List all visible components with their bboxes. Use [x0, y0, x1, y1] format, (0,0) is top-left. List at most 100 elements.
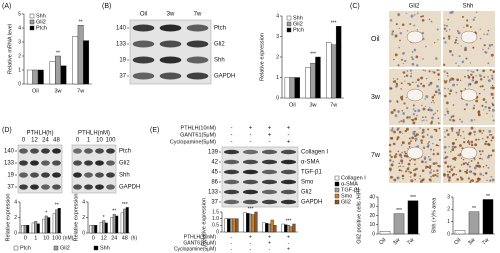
- ihc-stain: [425, 165, 428, 168]
- ihc-stain: [486, 136, 489, 139]
- blot-band: [132, 24, 155, 32]
- bar: [120, 212, 124, 234]
- ihc-stain: [481, 132, 483, 134]
- bar: [273, 225, 277, 233]
- ihc-stain: [392, 142, 396, 146]
- bar: [102, 220, 106, 234]
- blot-band: [261, 179, 278, 185]
- ihc-stain: [491, 84, 494, 87]
- blot-band: [261, 189, 278, 195]
- ihc-stain: [392, 81, 395, 83]
- bar: [224, 218, 228, 233]
- ihc-stain: [469, 62, 472, 64]
- ihc-stain: [466, 169, 469, 172]
- protein-label: α-SMA: [301, 160, 319, 166]
- bar: [89, 225, 93, 234]
- ihc-stain: [417, 109, 421, 113]
- protein-label: Ptch: [119, 149, 131, 155]
- ihc-stain: [487, 143, 490, 146]
- ihc-stain: [469, 180, 472, 183]
- ihc-stain: [459, 134, 462, 137]
- kda-label: 133: [208, 190, 219, 196]
- ihc-stain: [474, 16, 476, 19]
- blot-band: [186, 40, 209, 48]
- protein-label: Gli2: [119, 161, 130, 167]
- ihc-stain: [471, 179, 474, 182]
- kda-label: 139: [208, 150, 219, 156]
- ihc-stain: [408, 145, 411, 148]
- ihc-stain: [472, 76, 474, 79]
- treatment-sign: -: [231, 246, 233, 252]
- ihc-stain: [475, 181, 477, 183]
- lane-label: 7w: [194, 12, 202, 18]
- lane-label: Oil: [140, 12, 147, 18]
- ihc-stain: [409, 69, 413, 72]
- ihc-stain: [452, 142, 455, 145]
- ihc-stain: [390, 155, 393, 159]
- ihc-stain: [421, 178, 425, 182]
- legend-swatch: [53, 245, 59, 251]
- ihc-stain: [414, 130, 416, 133]
- significance: ***: [122, 202, 128, 208]
- ihc-stain: [429, 171, 432, 174]
- legend-label: Shh: [100, 245, 110, 251]
- y-tick-label: 0: [216, 229, 219, 235]
- ihc-stain: [421, 169, 425, 173]
- ihc-stain: [483, 33, 485, 35]
- ihc-stain: [392, 78, 395, 80]
- y-tick-label: 2: [82, 215, 85, 221]
- treatment-sign: -: [250, 140, 252, 146]
- ihc-stain: [420, 77, 422, 79]
- ihc-stain: [428, 156, 430, 158]
- ihc-stain: [420, 141, 423, 144]
- significance: ***: [410, 195, 416, 201]
- ihc-stain: [392, 160, 395, 163]
- ihc-stain: [490, 92, 494, 96]
- ihc-stain: [410, 72, 413, 75]
- kda-label: 140: [4, 149, 15, 155]
- ihc-stain: [484, 142, 487, 146]
- kda-label: 140: [116, 26, 127, 32]
- ihc-stain: [396, 136, 400, 139]
- legend-swatch: [334, 187, 340, 193]
- protein-label: Ptch: [214, 26, 226, 32]
- ihc-stain: [449, 11, 452, 14]
- ihc-stain: [486, 112, 488, 115]
- ihc-stain: [475, 75, 477, 77]
- blot-band: [132, 72, 155, 80]
- ihc-stain: [446, 110, 449, 113]
- ihc-stain: [428, 158, 432, 161]
- ihc-stain: [479, 73, 481, 76]
- ihc-stain: [492, 119, 495, 122]
- blot-band: [30, 184, 39, 190]
- legend-swatch: [334, 181, 340, 187]
- lane-label: 1: [87, 138, 91, 144]
- x-tick-label: 100: [52, 235, 61, 241]
- ihc-stain: [398, 130, 402, 134]
- ihc-stain: [408, 83, 412, 86]
- ihc-stain: [444, 151, 447, 154]
- ihc-stain: [491, 149, 495, 152]
- ihc-stain: [438, 127, 441, 130]
- ihc-stain: [422, 58, 424, 60]
- ihc-stain: [424, 105, 427, 108]
- vessel: [460, 146, 478, 160]
- lane-label: 0: [22, 138, 26, 144]
- ihc-stain: [400, 170, 403, 172]
- ihc-stain: [401, 141, 405, 145]
- ihc-stain: [468, 165, 472, 168]
- blot-band: [19, 184, 28, 190]
- protein-label: Gli2: [214, 42, 225, 48]
- ihc-stain: [414, 109, 417, 113]
- protein-label: TGF-β1: [301, 170, 322, 176]
- ihc-stain: [438, 138, 441, 141]
- blot-band: [242, 199, 259, 205]
- bar: [31, 222, 35, 234]
- ihc-stain: [422, 130, 425, 134]
- ihc-stain: [416, 114, 418, 117]
- ihc-stain: [438, 91, 442, 95]
- ihc-stain: [491, 103, 494, 106]
- blot-band: [132, 56, 155, 64]
- ihc-stain: [452, 172, 456, 176]
- ihc-stain: [483, 76, 486, 79]
